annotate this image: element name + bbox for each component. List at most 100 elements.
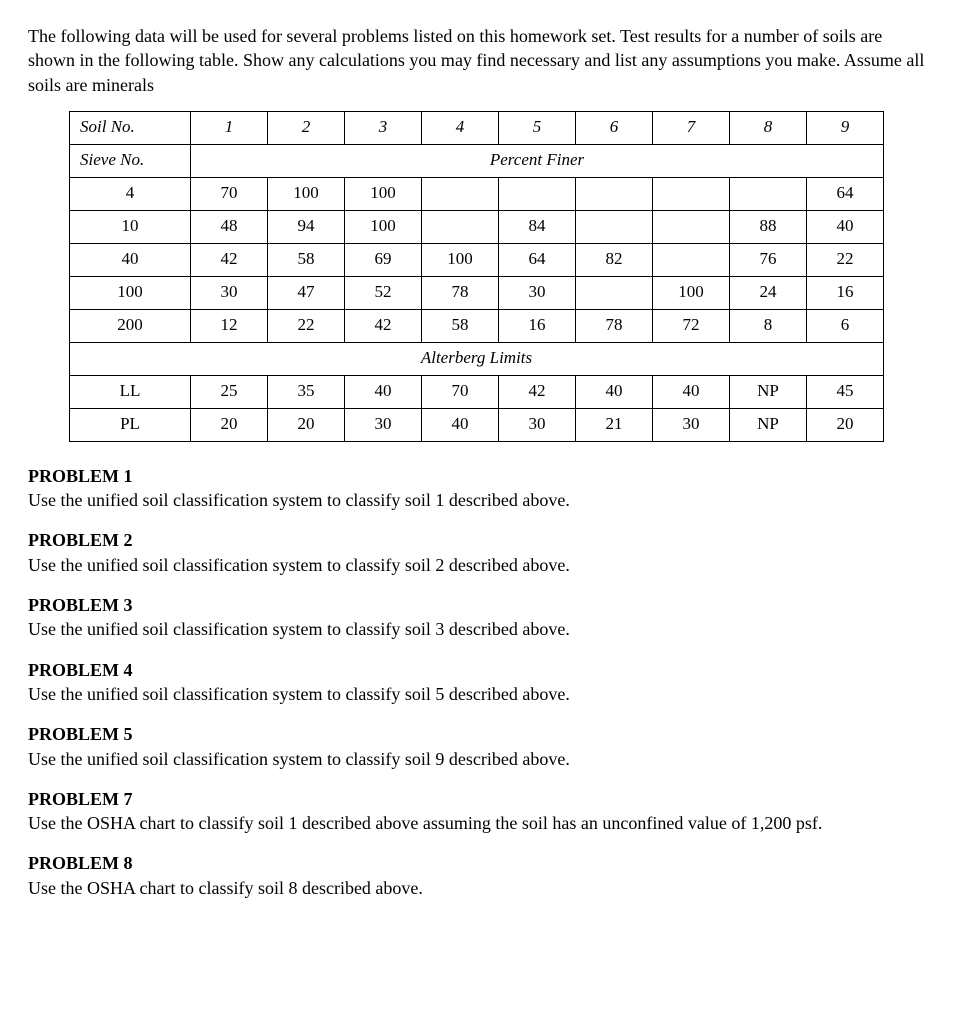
problem-text: Use the unified soil classification syst… [28,488,925,512]
intro-text: The following data will be used for seve… [28,24,925,97]
problem-block: PROBLEM 1Use the unified soil classifica… [28,464,925,513]
percent-finer-value: 58 [268,243,345,276]
percent-finer-value: 24 [730,276,807,309]
soil-number: 9 [807,111,884,144]
problem-block: PROBLEM 8Use the OSHA chart to classify … [28,851,925,900]
percent-finer-value: 64 [499,243,576,276]
limit-value: 42 [499,375,576,408]
sieve-no-label: Sieve No. [70,144,191,177]
problem-text: Use the unified soil classification syst… [28,553,925,577]
sieve-name: 100 [70,276,191,309]
percent-finer-value [653,210,730,243]
percent-finer-value: 30 [499,276,576,309]
percent-finer-value: 69 [345,243,422,276]
problem-title: PROBLEM 8 [28,851,925,875]
sieve-name: 10 [70,210,191,243]
percent-finer-value [730,177,807,210]
percent-finer-value [576,276,653,309]
sieve-name: 4 [70,177,191,210]
soil-number: 4 [422,111,499,144]
percent-finer-value: 8 [730,309,807,342]
percent-finer-value: 22 [807,243,884,276]
percent-finer-value: 72 [653,309,730,342]
limit-value: 25 [191,375,268,408]
limit-value: 20 [268,408,345,441]
problem-text: Use the unified soil classification syst… [28,682,925,706]
percent-finer-value: 22 [268,309,345,342]
problem-block: PROBLEM 7Use the OSHA chart to classify … [28,787,925,836]
limit-value: 21 [576,408,653,441]
limit-name: PL [70,408,191,441]
percent-finer-value: 84 [499,210,576,243]
percent-finer-value: 100 [268,177,345,210]
percent-finer-value: 52 [345,276,422,309]
sieve-name: 200 [70,309,191,342]
percent-finer-value: 42 [345,309,422,342]
limit-value: 70 [422,375,499,408]
limit-value: 40 [345,375,422,408]
percent-finer-value: 42 [191,243,268,276]
percent-finer-value: 30 [191,276,268,309]
soil-number: 3 [345,111,422,144]
problem-title: PROBLEM 7 [28,787,925,811]
problem-text: Use the unified soil classification syst… [28,747,925,771]
percent-finer-value: 6 [807,309,884,342]
limit-value: 35 [268,375,345,408]
soil-number: 8 [730,111,807,144]
percent-finer-value [576,210,653,243]
limit-value: 45 [807,375,884,408]
soil-number: 5 [499,111,576,144]
problem-title: PROBLEM 1 [28,464,925,488]
percent-finer-value: 58 [422,309,499,342]
soil-no-label: Soil No. [70,111,191,144]
alterberg-label: Alterberg Limits [70,342,884,375]
problem-block: PROBLEM 5Use the unified soil classifica… [28,722,925,771]
problem-block: PROBLEM 2Use the unified soil classifica… [28,528,925,577]
percent-finer-value: 48 [191,210,268,243]
sieve-name: 40 [70,243,191,276]
problem-text: Use the OSHA chart to classify soil 8 de… [28,876,925,900]
percent-finer-value [653,243,730,276]
problem-block: PROBLEM 4Use the unified soil classifica… [28,658,925,707]
limit-name: LL [70,375,191,408]
percent-finer-value: 94 [268,210,345,243]
percent-finer-value [576,177,653,210]
percent-finer-value: 100 [422,243,499,276]
soil-number: 6 [576,111,653,144]
percent-finer-value [422,177,499,210]
problem-text: Use the unified soil classification syst… [28,617,925,641]
soil-number: 2 [268,111,345,144]
percent-finer-value: 16 [807,276,884,309]
percent-finer-value: 40 [807,210,884,243]
limit-value: NP [730,375,807,408]
problem-title: PROBLEM 3 [28,593,925,617]
limit-value: 40 [576,375,653,408]
problem-text: Use the OSHA chart to classify soil 1 de… [28,811,925,835]
percent-finer-value: 82 [576,243,653,276]
percent-finer-value: 70 [191,177,268,210]
percent-finer-value: 16 [499,309,576,342]
percent-finer-value: 78 [576,309,653,342]
limit-value: 30 [345,408,422,441]
limit-value: 40 [653,375,730,408]
soil-number: 1 [191,111,268,144]
soil-number: 7 [653,111,730,144]
percent-finer-value: 78 [422,276,499,309]
soil-data-table: Soil No.123456789Sieve No.Percent Finer4… [69,111,884,442]
percent-finer-value [653,177,730,210]
percent-finer-value: 100 [345,210,422,243]
limit-value: 20 [191,408,268,441]
percent-finer-value [499,177,576,210]
percent-finer-label: Percent Finer [191,144,884,177]
limit-value: 40 [422,408,499,441]
percent-finer-value: 76 [730,243,807,276]
problem-title: PROBLEM 5 [28,722,925,746]
percent-finer-value: 47 [268,276,345,309]
limit-value: 30 [499,408,576,441]
percent-finer-value: 100 [345,177,422,210]
percent-finer-value: 88 [730,210,807,243]
percent-finer-value [422,210,499,243]
limit-value: NP [730,408,807,441]
limit-value: 20 [807,408,884,441]
percent-finer-value: 12 [191,309,268,342]
